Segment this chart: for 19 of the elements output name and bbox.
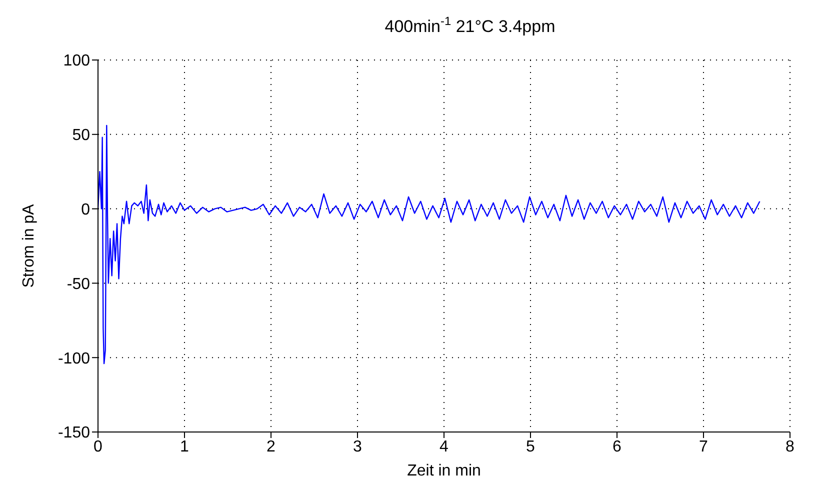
x-tick-label: 4 (440, 438, 449, 456)
y-tick-label: 0 (81, 201, 90, 218)
x-tick-label: 8 (786, 438, 795, 456)
x-tick-label: 1 (180, 438, 190, 456)
y-axis-title: Strom in pA (20, 204, 38, 288)
x-axis-title: Zeit in min (407, 462, 481, 480)
x-tick-label: 7 (699, 438, 708, 456)
x-tick-label: 0 (94, 438, 103, 456)
x-tick-label: 3 (353, 438, 362, 456)
x-tick-label: 6 (612, 438, 622, 456)
y-tick-label: -100 (58, 350, 90, 368)
y-tick-label: -150 (58, 424, 90, 442)
y-tick-label: -50 (66, 276, 90, 293)
x-tick-label: 2 (266, 438, 276, 456)
line-series (98, 124, 760, 364)
chart-title: 400min$^{-1}$ 21°C 3.4ppm (384, 14, 556, 36)
y-tick-label: 50 (72, 127, 90, 144)
x-tick-label: 5 (526, 438, 536, 456)
y-tick-label: 100 (63, 52, 90, 70)
